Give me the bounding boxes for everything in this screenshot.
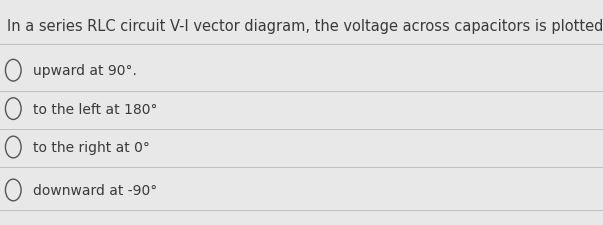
Text: to the left at 180°: to the left at 180° xyxy=(33,102,157,116)
Text: upward at 90°.: upward at 90°. xyxy=(33,64,137,78)
Text: to the right at 0°: to the right at 0° xyxy=(33,140,150,154)
Text: downward at -90°: downward at -90° xyxy=(33,183,157,197)
Text: In a series RLC circuit V-I vector diagram, the voltage across capacitors is plo: In a series RLC circuit V-I vector diagr… xyxy=(7,19,603,34)
